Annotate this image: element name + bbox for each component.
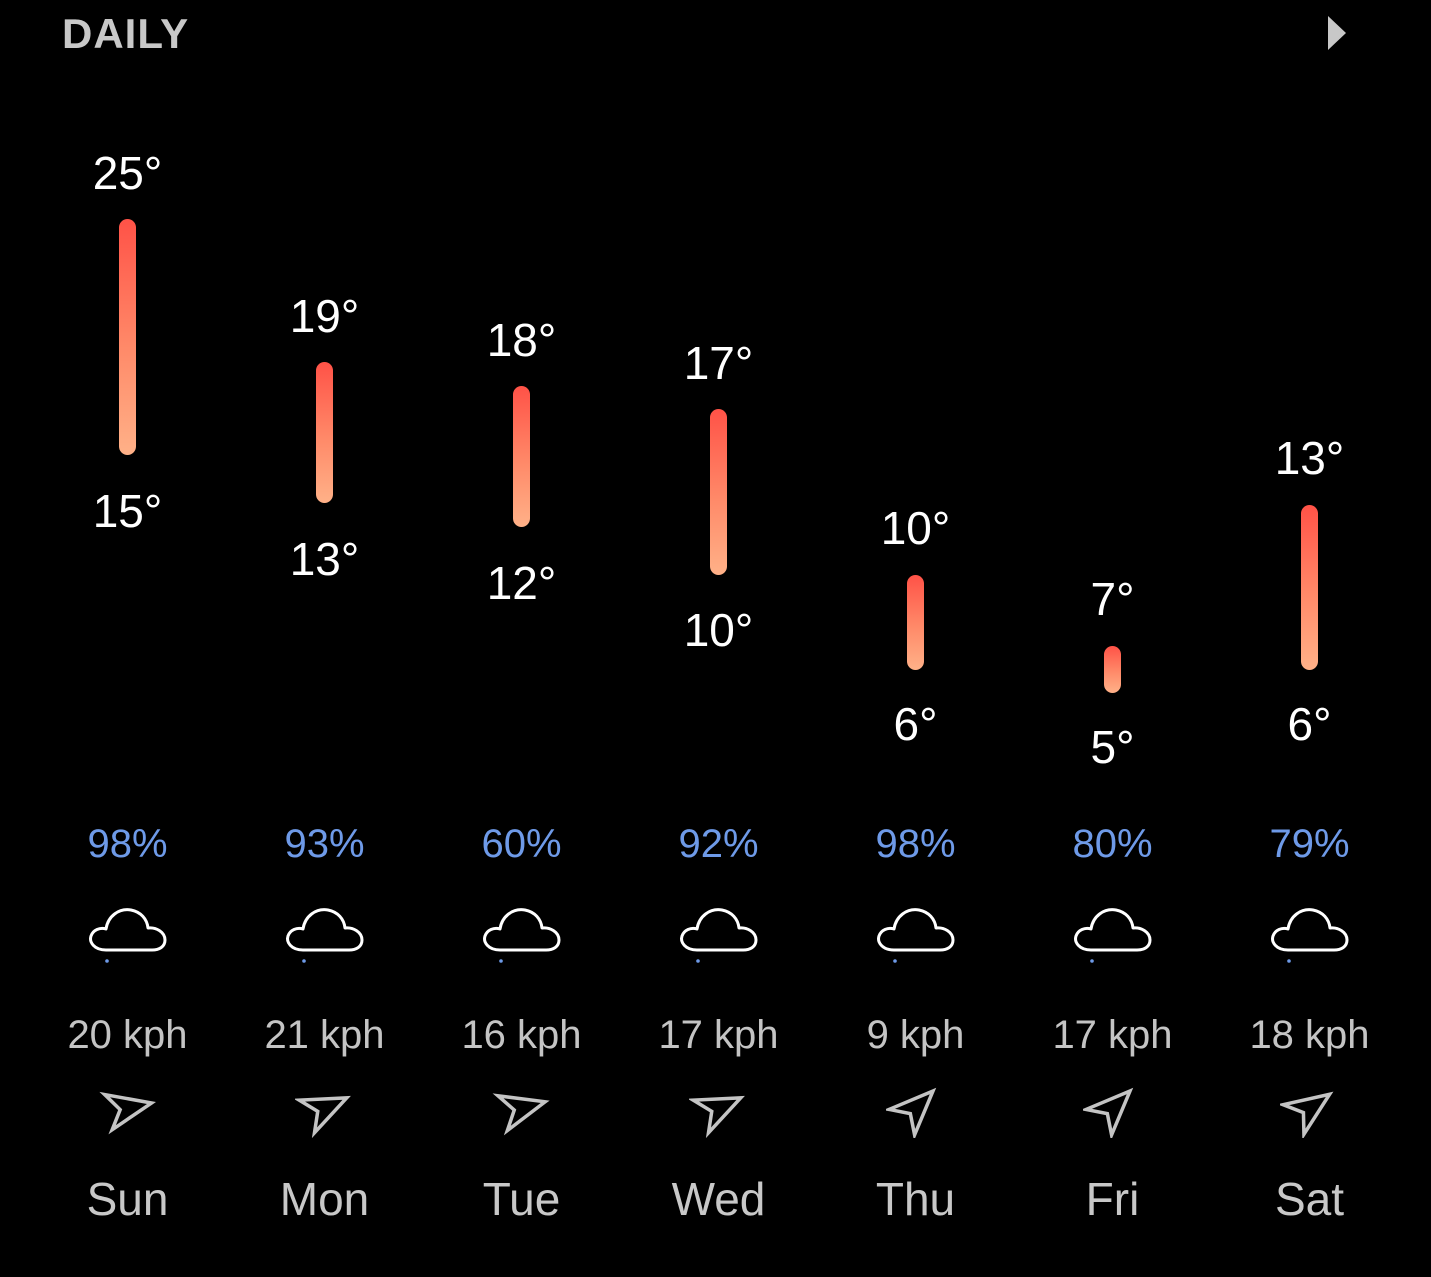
section-title: DAILY [62,10,190,57]
cloud-drizzle-icon [483,908,561,963]
day-label: Thu [875,1173,956,1225]
day-column-sat: 13° 6° 79% 18 kph Sat [1211,0,1408,1277]
day-label: Sun [86,1173,169,1225]
cloud-drizzle-icon [89,908,167,963]
low-temp: 15° [92,485,163,537]
high-temp: 25° [92,147,163,199]
wind-speed: 9 kph [866,1013,965,1057]
wind-direction-arrow-icon [99,1091,156,1135]
wind-direction-arrow-icon [886,1087,937,1138]
wind-speed: 20 kph [67,1013,188,1057]
precipitation-chance: 92% [678,822,759,866]
wind-speed: 21 kph [264,1013,385,1057]
header: DAILY [0,0,1431,70]
chevron-right-icon [1328,16,1346,50]
wind-speed: 17 kph [1052,1013,1173,1057]
day-column-sun: 25° 15° 98% 20 kph Sun [29,0,226,1277]
cloud-drizzle-icon [877,908,955,963]
high-temp: 7° [1090,573,1135,625]
high-temp: 19° [289,290,360,342]
cloud-drizzle-icon [286,908,364,963]
wind-speed: 18 kph [1249,1013,1370,1057]
wind-speed: 16 kph [461,1013,582,1057]
temperature-range-bar [710,409,727,575]
low-temp: 10° [683,604,754,656]
wind-direction-arrow-icon [1280,1091,1334,1138]
day-column-wed: 17° 10° 92% 17 kph Wed [620,0,817,1277]
temperature-range-bar [907,575,924,670]
temperature-range-bar [1104,646,1121,693]
low-temp: 5° [1090,721,1135,773]
temperature-range-bar [119,219,136,455]
precipitation-chance: 98% [87,822,168,866]
wind-direction-arrow-icon [1083,1087,1134,1138]
high-temp: 10° [880,502,951,554]
precipitation-chance: 98% [875,822,956,866]
day-label: Sat [1274,1173,1345,1225]
next-button[interactable] [1318,8,1358,58]
cloud-drizzle-icon [1074,908,1152,963]
high-temp: 13° [1274,432,1345,484]
wind-direction-arrow-icon [492,1093,550,1136]
precipitation-chance: 60% [481,822,562,866]
cloud-drizzle-icon [1271,908,1349,963]
day-label: Mon [279,1173,370,1225]
day-column-fri: 7° 5° 80% 17 kph Fri [1014,0,1211,1277]
low-temp: 13° [289,533,360,585]
wind-speed: 17 kph [658,1013,779,1057]
day-column-mon: 19° 13° 93% 21 kph Mon [226,0,423,1277]
temperature-range-bar [316,362,333,503]
cloud-drizzle-icon [680,908,758,963]
low-temp: 6° [1287,698,1332,750]
day-label: Fri [1085,1173,1140,1225]
day-column-thu: 10° 6° 98% 9 kph Thu [817,0,1014,1277]
day-label: Wed [671,1173,766,1225]
precipitation-chance: 80% [1072,822,1153,866]
day-column-tue: 18° 12° 60% 16 kph Tue [423,0,620,1277]
day-label: Tue [482,1173,561,1225]
high-temp: 17° [683,337,754,389]
precipitation-chance: 93% [284,822,365,866]
low-temp: 12° [486,557,557,609]
high-temp: 18° [486,314,557,366]
temperature-range-bar [513,386,530,527]
low-temp: 6° [893,698,938,750]
wind-direction-arrow-icon [689,1095,745,1138]
temperature-range-bar [1301,505,1318,670]
precipitation-chance: 79% [1269,822,1350,866]
wind-direction-arrow-icon [295,1095,351,1138]
